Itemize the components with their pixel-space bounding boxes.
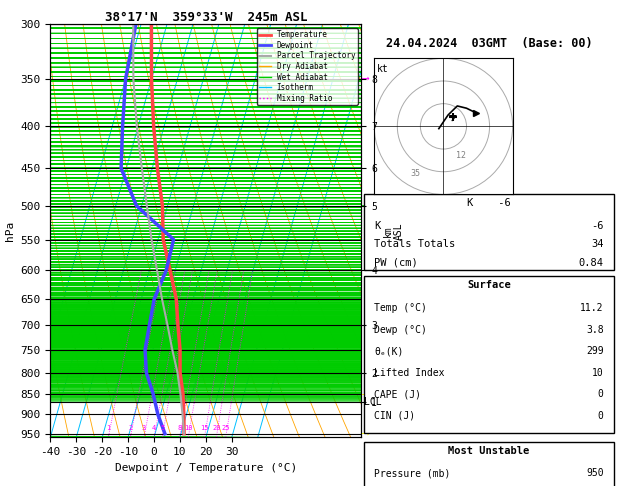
Text: Pressure (mb): Pressure (mb) <box>374 469 450 478</box>
Text: Surface: Surface <box>467 280 511 291</box>
Text: ⟶: ⟶ <box>362 389 368 399</box>
Legend: Temperature, Dewpoint, Parcel Trajectory, Dry Adiabat, Wet Adiabat, Isotherm, Mi: Temperature, Dewpoint, Parcel Trajectory… <box>257 28 357 105</box>
Text: Most Unstable: Most Unstable <box>448 446 530 456</box>
Text: 1: 1 <box>106 425 111 431</box>
X-axis label: Dewpoint / Temperature (°C): Dewpoint / Temperature (°C) <box>114 463 297 473</box>
Text: 10: 10 <box>592 367 604 378</box>
Text: 4: 4 <box>152 425 156 431</box>
Text: CIN (J): CIN (J) <box>374 411 415 420</box>
Text: 34: 34 <box>591 239 604 249</box>
Text: Temp (°C): Temp (°C) <box>374 303 427 313</box>
Text: PW (cm): PW (cm) <box>374 258 418 268</box>
Text: 299: 299 <box>586 346 604 356</box>
FancyBboxPatch shape <box>364 194 614 270</box>
Text: θₑ(K): θₑ(K) <box>374 346 403 356</box>
Text: 11.2: 11.2 <box>580 303 604 313</box>
Text: Lifted Index: Lifted Index <box>374 367 445 378</box>
Text: 25: 25 <box>221 425 230 431</box>
Text: 950: 950 <box>586 469 604 478</box>
Y-axis label: hPa: hPa <box>5 221 15 241</box>
Text: 24.04.2024  03GMT  (Base: 00): 24.04.2024 03GMT (Base: 00) <box>386 37 593 50</box>
Text: -6: -6 <box>591 221 604 230</box>
Text: 0.84: 0.84 <box>579 258 604 268</box>
Text: Totals Totals: Totals Totals <box>374 239 455 249</box>
Text: 2: 2 <box>128 425 133 431</box>
FancyBboxPatch shape <box>364 276 614 434</box>
Text: 0: 0 <box>598 411 604 420</box>
Text: 35: 35 <box>411 169 421 178</box>
Text: K    -6: K -6 <box>467 198 511 208</box>
Text: Dewp (°C): Dewp (°C) <box>374 325 427 335</box>
Text: 15: 15 <box>200 425 209 431</box>
Y-axis label: km
ASL: km ASL <box>382 222 404 240</box>
FancyBboxPatch shape <box>364 442 614 486</box>
Text: ⟶: ⟶ <box>362 429 368 439</box>
Text: 3: 3 <box>142 425 146 431</box>
Text: 3.8: 3.8 <box>586 325 604 335</box>
Text: CAPE (J): CAPE (J) <box>374 389 421 399</box>
Text: kt: kt <box>377 64 389 74</box>
Text: 20: 20 <box>212 425 221 431</box>
Text: ⟶: ⟶ <box>362 320 368 330</box>
Text: ⟶: ⟶ <box>362 74 368 84</box>
Text: LCL: LCL <box>364 398 382 407</box>
Text: 8: 8 <box>177 425 182 431</box>
Text: 10: 10 <box>184 425 192 431</box>
Text: 5: 5 <box>160 425 164 431</box>
Text: ⟶: ⟶ <box>362 201 368 211</box>
Text: K: K <box>374 221 381 230</box>
Title: 38°17'N  359°33'W  245m ASL: 38°17'N 359°33'W 245m ASL <box>104 11 307 24</box>
Text: 12: 12 <box>456 151 465 160</box>
Text: 0: 0 <box>598 389 604 399</box>
